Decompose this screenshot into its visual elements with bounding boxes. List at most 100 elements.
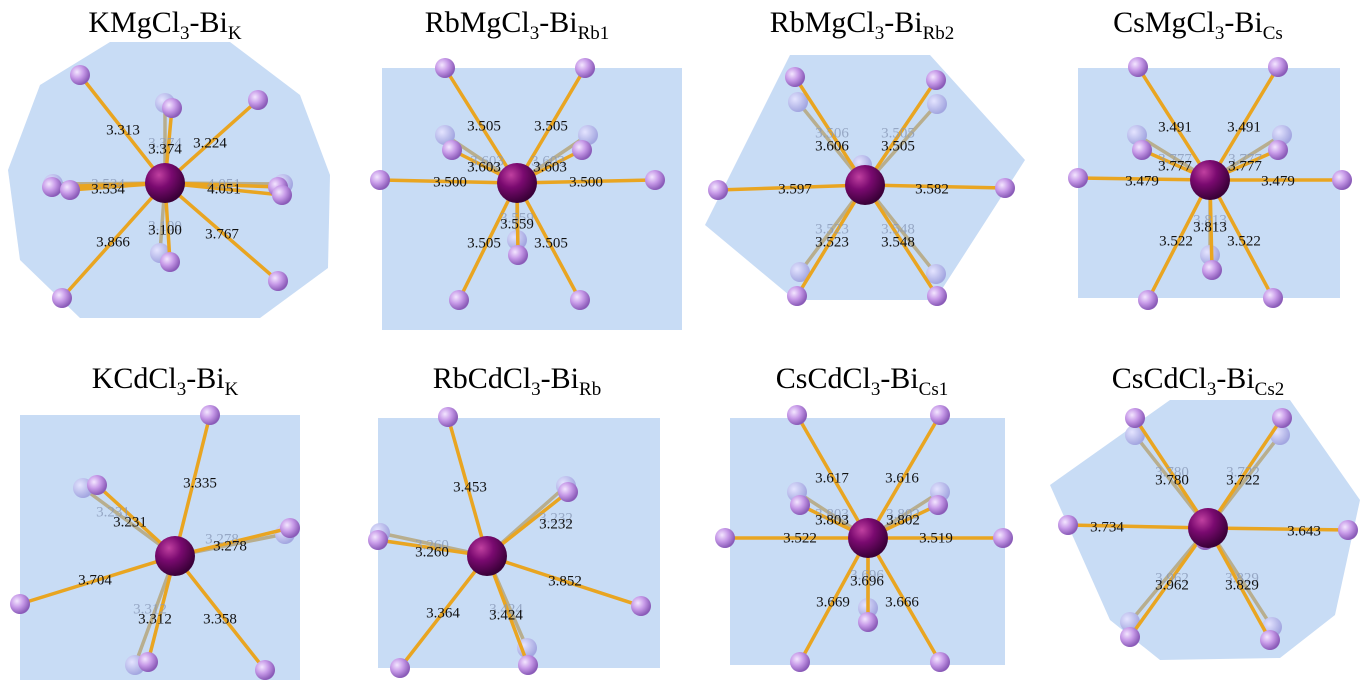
cl-atom: [572, 140, 592, 160]
bond-length: 3.505: [467, 235, 501, 251]
bi-atom: [845, 165, 885, 205]
panel-title: CsCdCl3-BiCs1: [776, 362, 948, 400]
cl-atom: [570, 290, 590, 310]
bond-length: 3.597: [778, 181, 812, 197]
bi-atom: [145, 163, 185, 203]
cl-atom: [708, 180, 728, 200]
dopant: -Bi: [1224, 6, 1262, 39]
cl-atom: [993, 528, 1013, 548]
cl-atom: [1268, 140, 1288, 160]
formula-sub: 3: [531, 379, 541, 400]
dopant: -Bi: [1216, 362, 1254, 395]
figure: KMgCl3-BiK3.3743.5344.0513.1003.3133.374…: [0, 0, 1370, 687]
panel-title: RbCdCl3-BiRb: [433, 362, 601, 400]
bond-length: 3.734: [1090, 519, 1124, 535]
bond-length: 3.603: [533, 159, 567, 175]
bond-length: 3.777: [1158, 158, 1192, 174]
bond-length: 3.313: [106, 122, 140, 138]
formula-sub: 3: [1207, 379, 1217, 400]
bond-length: 4.051: [207, 181, 241, 197]
panel: CsMgCl3-BiCs3.7773.7773.8133.4913.4913.7…: [1068, 6, 1352, 310]
formula: KCdCl: [92, 362, 177, 395]
bond-length: 3.813: [1193, 219, 1227, 235]
bond-length: 3.278: [213, 538, 247, 554]
bond-length: 3.616: [885, 470, 919, 486]
dopant: -Bi: [186, 362, 224, 395]
cl-atom: [787, 286, 807, 306]
bond-length: 3.453: [453, 479, 487, 495]
bond-length: 3.666: [885, 594, 919, 610]
bi-atom: [155, 536, 195, 576]
panel: CsCdCl3-BiCs13.8033.8023.6963.6173.6163.…: [715, 362, 1013, 672]
bond-length: 3.364: [426, 605, 460, 621]
bi-atom: [1190, 160, 1230, 200]
bond-length: 3.559: [500, 216, 534, 232]
bond-length: 3.767: [205, 226, 239, 242]
site-sub: K: [228, 23, 242, 44]
cl-atom: [449, 290, 469, 310]
bi-atom: [848, 518, 888, 558]
bond-length: 3.505: [534, 118, 568, 134]
cl-atom: [368, 530, 388, 550]
dopant: -Bi: [539, 6, 577, 39]
bond-length: 3.232: [539, 516, 573, 532]
bond-length: 3.777: [1228, 158, 1262, 174]
cl-atom: [1338, 520, 1358, 540]
cl-atom: [280, 518, 300, 538]
dopant: -Bi: [880, 362, 918, 395]
bond-length: 3.617: [815, 470, 849, 486]
cl-atom: [715, 528, 735, 548]
bond-length: 3.522: [1159, 233, 1193, 249]
formula-sub: 3: [1215, 23, 1225, 44]
bond-length: 3.519: [919, 530, 953, 546]
cl-atom: [200, 405, 220, 425]
cl-atom: [1260, 630, 1280, 650]
panel: KCdCl3-BiK3.2313.2783.3123.3353.2313.278…: [10, 362, 300, 680]
cl-atom: [87, 475, 107, 495]
cell-plane: [382, 68, 682, 330]
bond-length: 3.606: [815, 138, 849, 154]
site-sub: Rb2: [923, 23, 955, 44]
cl-atom: [787, 405, 807, 425]
site-sub: Cs: [1263, 23, 1283, 44]
panel-title: CsMgCl3-BiCs: [1113, 6, 1283, 44]
bond-length: 3.479: [1261, 173, 1295, 189]
bond-length: 3.669: [816, 594, 850, 610]
bond-length: 3.603: [467, 159, 501, 175]
bond-length: 3.866: [96, 234, 130, 250]
cl-atom: [575, 58, 595, 78]
cl-atom: [442, 140, 462, 160]
cl-atom: [1058, 515, 1078, 535]
bond-length: 3.358: [203, 611, 237, 627]
formula: CsMgCl: [1113, 6, 1215, 39]
cl-atom: [10, 594, 30, 614]
cl-atom: [558, 482, 578, 502]
formula-sub: 3: [180, 23, 190, 44]
cl-atom: [631, 596, 651, 616]
cl-atom: [70, 65, 90, 85]
formula-sub: 3: [871, 379, 881, 400]
cl-atom: [1263, 288, 1283, 308]
bond-length: 3.500: [433, 174, 467, 190]
cl-atom: [370, 170, 390, 190]
site-sub: Cs1: [919, 379, 949, 400]
panel-title: RbMgCl3-BiRb1: [425, 6, 610, 44]
site-sub: Cs2: [1255, 379, 1285, 400]
panel: RbMgCl3-BiRb23.5063.5053.5233.5483.6063.…: [705, 6, 1025, 306]
bi-atom: [1188, 508, 1228, 548]
bond-length: 3.479: [1125, 173, 1159, 189]
cl-atom: [162, 98, 182, 118]
cl-atom: [42, 177, 62, 197]
formula: RbMgCl: [770, 6, 875, 39]
bond-length: 3.491: [1158, 119, 1192, 135]
cl-atom: [160, 252, 180, 272]
panel: RbMgCl3-BiRb1 3.603 3.603 3.559 3.505 3.505 3.…: [370, 6, 682, 330]
bond-length: 3.704: [78, 572, 112, 588]
bond-length: 3.722: [1226, 472, 1260, 488]
cl-atom: [1132, 140, 1152, 160]
formula: CsCdCl: [1112, 362, 1207, 395]
panel: KMgCl3-BiK3.3743.5344.0513.1003.3133.374…: [8, 6, 330, 318]
panel-title: CsCdCl3-BiCs2: [1112, 362, 1284, 400]
site-sub: Rb: [579, 379, 601, 400]
